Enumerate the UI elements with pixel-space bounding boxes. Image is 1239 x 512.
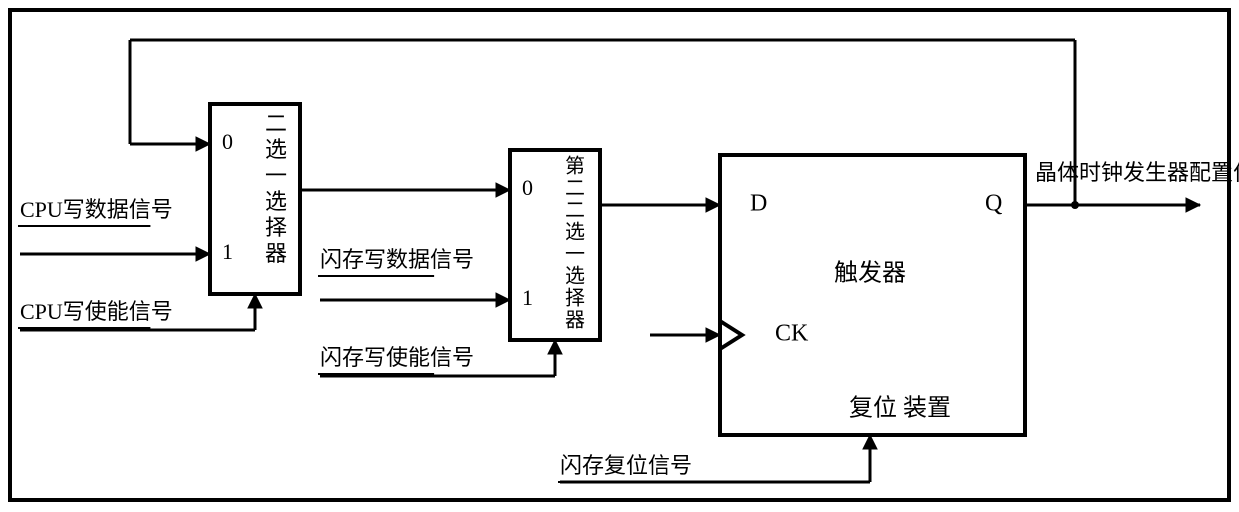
cpu-wr-data-label: CPU写数据信号 (20, 197, 173, 222)
cpu-wr-en-label: CPU写使能信号 (20, 299, 173, 324)
ff-title: 触发器 (834, 260, 906, 287)
mux2-name-0: 第 (565, 155, 585, 178)
mux2-name-3: 选 (565, 221, 585, 244)
arrowhead (496, 293, 510, 307)
ff-d-label: D (750, 191, 767, 217)
arrowhead (196, 247, 210, 261)
mux1-name-0: 二 (265, 111, 287, 136)
mux2-name-4: 一 (565, 244, 585, 266)
mux2-name-1: 二 (565, 178, 585, 200)
flash-wr-data-label: 闪存写数据信号 (320, 247, 474, 272)
arrowhead (196, 137, 210, 151)
arrowhead (706, 328, 720, 342)
ff-ck-label: CK (775, 321, 809, 347)
mux1-name-1: 选 (265, 137, 287, 162)
mux1-name-3: 选 (265, 189, 287, 214)
mux1-name-2: 一 (265, 163, 287, 188)
arrowhead (706, 198, 720, 212)
arrowhead (248, 294, 262, 308)
q-out-label: 晶体时钟发生器配置位 (1035, 160, 1239, 185)
mux2-name-7: 器 (565, 310, 585, 332)
flash-reset-label: 闪存复位信号 (560, 453, 692, 478)
mux1-port0: 0 (222, 129, 233, 154)
arrowhead (863, 435, 877, 449)
arrowhead (548, 340, 562, 354)
ff-reset-label: 复位 装置 (849, 395, 951, 422)
arrowhead (496, 183, 510, 197)
mux2-name-6: 择 (565, 287, 585, 310)
mux2-name-2: 二 (565, 200, 585, 222)
ff-ck-triangle (720, 321, 742, 349)
mux2-port0: 0 (522, 175, 533, 200)
arrowhead (1186, 198, 1200, 212)
ff-q-label: Q (985, 191, 1002, 217)
mux2-port1: 1 (522, 285, 533, 310)
mux1-port1: 1 (222, 239, 233, 264)
mux1-name-4: 择 (265, 215, 287, 240)
mux1-name-5: 器 (265, 241, 287, 266)
flash-wr-en-label: 闪存写使能信号 (320, 345, 474, 370)
mux2-name-5: 选 (565, 265, 585, 288)
